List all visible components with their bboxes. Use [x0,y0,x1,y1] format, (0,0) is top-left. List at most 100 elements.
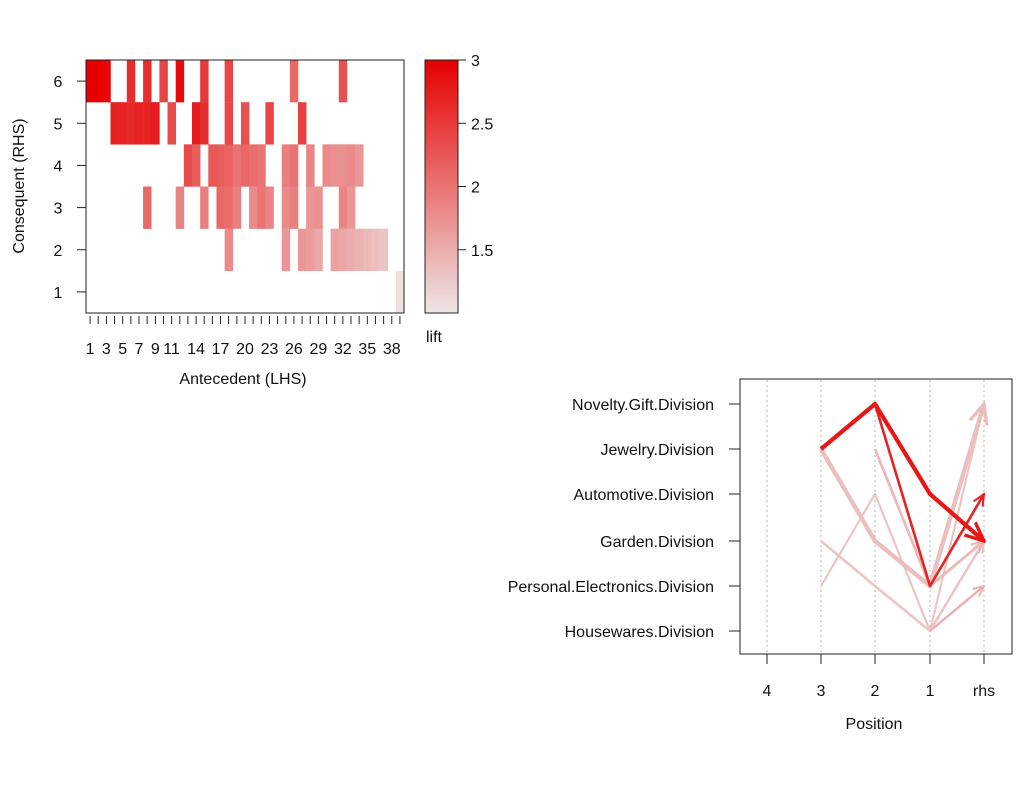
heatmap-cell [143,60,152,103]
heatmap-cell [338,144,348,187]
lift-legend-tick-label: 2.5 [471,116,493,133]
heatmap-cell [159,60,168,103]
heatmap-cell [216,186,225,229]
heatmap-cell [289,144,299,187]
heatmap-cell [289,186,299,229]
heatmap-cell [249,186,258,229]
division-tick-label: Novelty.Gift.Division [572,397,714,414]
division-tick-label: Garden.Division [600,534,714,551]
heatmap-x-tick-label: 20 [236,341,254,358]
rule-path [820,541,984,633]
heatmap-cell [289,60,299,103]
heatmap-cell [346,186,356,229]
heatmap-cell [249,144,258,187]
heatmap-x-tick-label: 23 [261,341,279,358]
heatmap-cell [306,186,315,229]
heatmap-cell [240,144,250,187]
heatmap-cell [314,228,323,272]
heatmap-cell [200,186,209,229]
rule-path [929,586,984,632]
heatmap-cell [330,228,340,272]
heatmap-x-tick-label: 14 [187,341,205,358]
heatmap-cell [281,228,291,272]
heatmap-cell [110,102,119,145]
heatmap-cell [118,102,128,145]
heatmap-cell [338,228,348,272]
heatmap-x-tick-label: 9 [151,341,160,358]
heatmap-cell [232,144,242,187]
heatmap-x-tick-label: 38 [383,341,401,358]
position-tick-label: 2 [871,683,880,700]
heatmap-cell [175,60,185,103]
heatmap-y-tick-label: 1 [54,285,63,302]
heatmap-cell [175,186,185,229]
position-tick-label: 3 [817,683,826,700]
heatmap-cell [192,102,201,145]
heatmap-cell [126,102,136,145]
heatmap-x-tick-label: 32 [334,341,352,358]
heatmap-cell [355,228,364,272]
heatmap-x-tick-label: 3 [102,341,111,358]
heatmap-y-tick-label: 2 [54,243,63,260]
heatmap-plot-frame [85,59,405,314]
heatmap-y-tick-label: 4 [54,158,63,175]
lift-legend-tick-label: 3 [471,53,480,70]
heatmap-cell [363,228,372,272]
heatmap-cell [371,228,380,272]
heatmap-y-tick-label: 5 [54,116,63,133]
division-tick-label: Personal.Electronics.Division [508,579,714,596]
division-tick-label: Housewares.Division [565,624,714,641]
heatmap-y-axis-title: Consequent (RHS) [11,118,28,253]
heatmap-x-tick-label: 11 [163,341,180,358]
heatmap-cell [322,144,331,187]
heatmap-cell [224,186,234,229]
heatmap-x-tick-label: 1 [86,341,95,358]
heatmap-cell [134,102,144,145]
heatmap-cell [183,144,193,187]
position-axis: 4 3 2 1 rhs [763,654,995,700]
heatmap-cell [298,102,307,145]
heatmap-cell [338,186,348,229]
heatmap-cell [379,228,388,272]
heatmap-y-tick-label: 3 [54,201,63,218]
heatmap-x-axis-title: Antecedent (LHS) [179,371,306,388]
heatmap-cell [338,60,348,103]
heatmap-cell [224,102,234,145]
heatmap-cell [224,144,234,187]
heatmap-cell [355,144,364,187]
heatmap-cell [314,186,323,229]
heatmap-cell [192,144,201,187]
heatmap-cell [240,102,250,145]
heatmap-cell [94,60,103,103]
heatmap-cell [257,144,266,187]
rule-path [819,401,984,541]
position-tick-label: rhs [973,683,995,700]
heatmap-cell [265,102,274,145]
heatmap-cell [151,102,160,145]
heatmap-cell [224,228,234,272]
lift-legend-tick-label: 1.5 [471,243,493,260]
heatmap-cells [86,60,405,314]
heatmap-x-tick-label: 7 [135,341,144,358]
rule-path [819,404,984,589]
heatmap-cell [216,144,225,187]
heatmap-x-tick-label: 29 [309,341,327,358]
heatmap-cell [143,186,152,229]
position-tick-label: 4 [763,683,772,700]
heatmap-cell [346,228,356,272]
heatmap-cell [208,144,217,187]
heatmap-cell [143,102,152,145]
heatmap-cell [265,186,274,229]
heatmap-cell [395,270,405,314]
heatmap-cell [126,60,136,103]
heatmap-cell [330,144,340,187]
parallel-plot-frame [739,378,1013,655]
lift-legend-bar [425,60,458,313]
position-axis-title: Position [846,716,903,733]
heatmap-x-tick-label: 17 [212,341,230,358]
heatmap-cell [86,60,95,103]
heatmap-cell [281,186,291,229]
heatmap-cell [224,60,234,103]
